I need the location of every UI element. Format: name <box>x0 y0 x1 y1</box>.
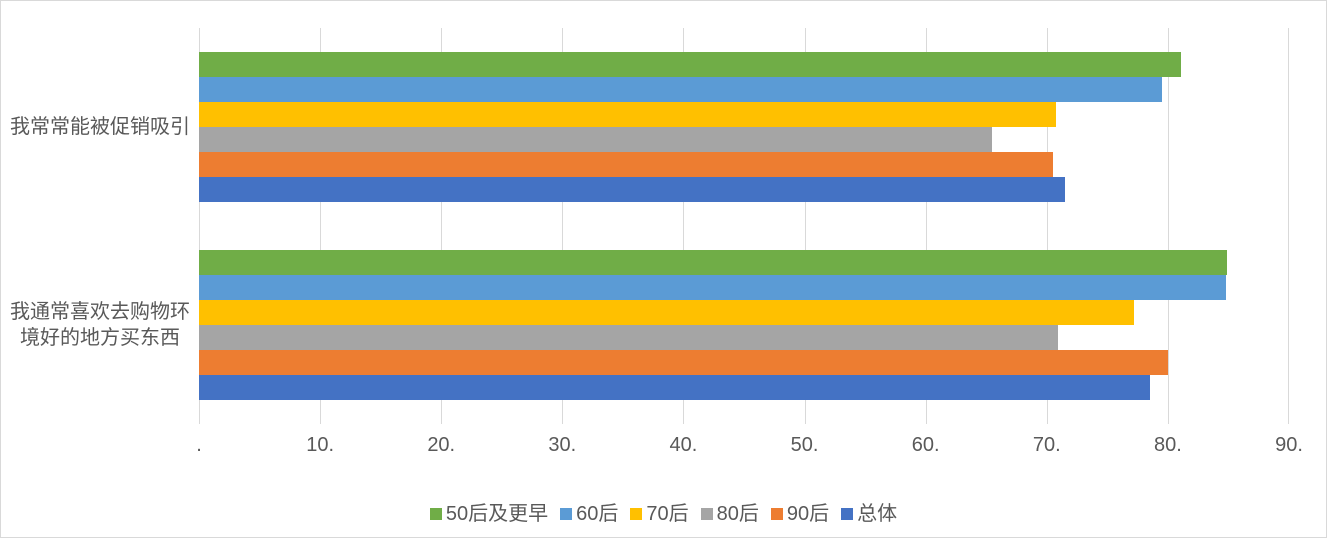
legend-swatch-icon <box>429 508 442 520</box>
legend-label: 60后 <box>576 503 619 525</box>
x-tick-label: 90. <box>1275 434 1303 456</box>
bar <box>199 177 1065 202</box>
legend: 50后及更早 60后 70后 80后 90后 总体 <box>1 502 1326 526</box>
bar <box>199 250 1228 275</box>
x-tick-label: 30. <box>548 434 577 456</box>
x-tick-label: 70. <box>1032 434 1061 456</box>
x-tick-label: . <box>196 434 202 456</box>
bar <box>199 152 1053 177</box>
x-tick-label: 20. <box>427 434 456 456</box>
x-tick-label: 80. <box>1153 434 1182 456</box>
category-axis: 我常常能被促销吸引我通常喜欢去购物环境好的地方买东西 <box>7 28 193 424</box>
legend-label: 80后 <box>716 503 759 525</box>
legend-item: 90后 <box>770 502 830 526</box>
legend-label: 70后 <box>646 503 689 525</box>
bar <box>199 77 1162 102</box>
legend-item: 80后 <box>700 502 759 526</box>
gridline <box>1288 28 1289 424</box>
gridline <box>441 28 443 424</box>
category-label: 我常常能被促销吸引 <box>10 116 190 138</box>
legend-item: 60后 <box>560 502 618 526</box>
value-axis: . 10. 20. 30. 40. 50. 60. 70. 80. 90. <box>196 433 1303 457</box>
gridline <box>562 28 564 424</box>
gridline <box>199 28 200 424</box>
bar <box>199 52 1182 77</box>
bar <box>199 275 1227 300</box>
plot-area <box>199 28 1289 424</box>
bar <box>199 102 1057 127</box>
legend-item: 总体 <box>841 502 897 526</box>
legend-label: 总体 <box>857 503 898 525</box>
bar <box>199 127 993 152</box>
x-tick-label: 60. <box>911 434 940 456</box>
legend-swatch-icon <box>700 508 713 520</box>
legend-label: 50后及更早 <box>445 503 549 525</box>
legend-item: 50后及更早 <box>429 502 549 526</box>
x-tick-label: 10. <box>306 434 335 456</box>
bar <box>199 350 1168 375</box>
category-band <box>199 226 1289 424</box>
category-label: 我通常喜欢去购物环境好的地方买东西 <box>10 301 190 349</box>
legend-swatch-icon <box>841 508 854 520</box>
legend-swatch-icon <box>630 508 643 520</box>
gridline <box>1167 28 1169 424</box>
gridline <box>1046 28 1048 424</box>
bar <box>199 300 1134 325</box>
gridline <box>683 28 685 424</box>
legend-swatch-icon <box>560 508 573 520</box>
bar <box>199 375 1150 400</box>
category-band <box>199 28 1289 226</box>
x-tick-label: 50. <box>790 434 819 456</box>
gridline <box>320 28 322 424</box>
x-tick-label: 40. <box>669 434 698 456</box>
bar <box>199 325 1058 350</box>
legend-swatch-icon <box>770 508 783 520</box>
legend-label: 90后 <box>786 503 830 525</box>
gridline <box>804 28 806 424</box>
gridline <box>925 28 927 424</box>
legend-item: 70后 <box>630 502 689 526</box>
